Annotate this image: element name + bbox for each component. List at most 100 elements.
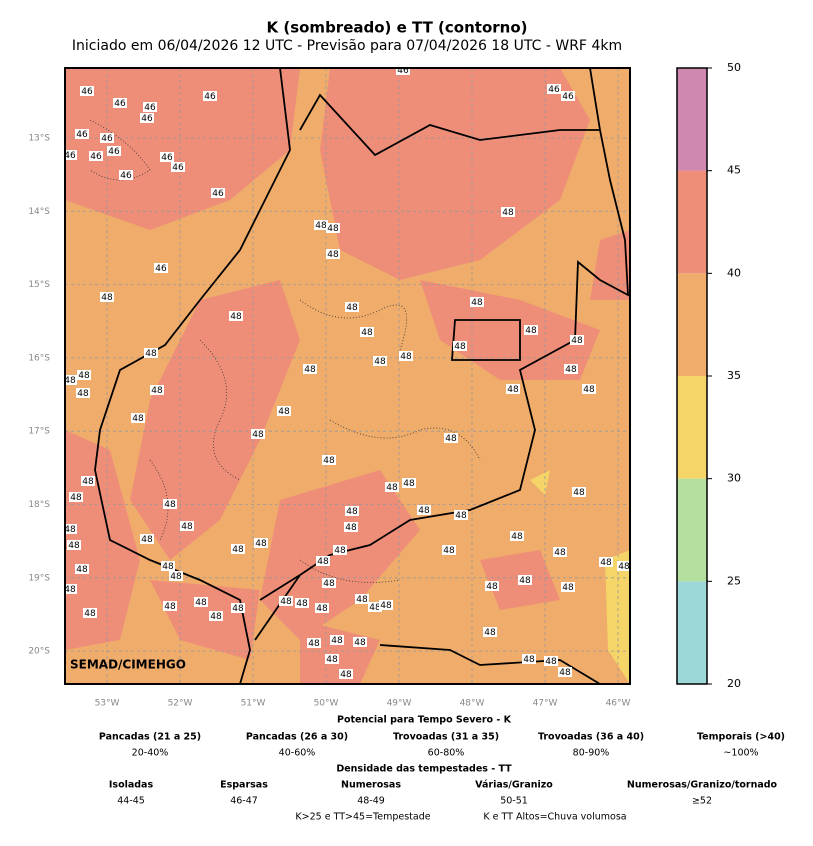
contour-label: 48	[278, 407, 290, 417]
contour-label-bg	[231, 603, 245, 613]
contour-label-bg	[561, 582, 575, 592]
contour-label-bg	[279, 596, 293, 606]
contour-label: 48	[232, 604, 244, 614]
contour-label: 46	[212, 189, 224, 199]
contour-label-bg	[203, 91, 217, 101]
contour-label-bg	[140, 534, 154, 544]
contour-label: 48	[316, 604, 328, 614]
lat-label: 16°S	[28, 353, 50, 363]
contour-label-bg	[454, 510, 468, 520]
contour-label-bg	[65, 584, 77, 594]
title: K (sombreado) e TT (contorno)	[267, 19, 528, 37]
contour-label-bg	[582, 384, 596, 394]
contour-label-bg	[368, 602, 382, 612]
legend-item: Numerosas/Granizo/tornado	[627, 780, 778, 791]
colorbar-label: 30	[727, 472, 741, 485]
colorbar-bin	[677, 273, 707, 376]
contour-label: 48	[280, 597, 292, 607]
contour-label: 48	[162, 562, 174, 572]
lat-label: 17°S	[28, 427, 50, 437]
contour-label-bg	[483, 627, 497, 637]
lon-label: 50°W	[314, 699, 339, 709]
contour-label: 48	[77, 389, 89, 399]
contour-label: 48	[445, 434, 457, 444]
contour-label-bg	[544, 656, 558, 666]
contour-label: 46	[562, 92, 574, 102]
lat-label: 19°S	[28, 573, 50, 583]
contour-label: 48	[317, 557, 329, 567]
contour-label-bg	[379, 600, 393, 610]
contour-label-bg	[160, 152, 174, 162]
colorbar-label: 50	[727, 61, 741, 74]
lon-label: 46°W	[606, 699, 631, 709]
contour-label: 48	[403, 479, 415, 489]
contour-label: 48	[346, 303, 358, 313]
contour-label: 46	[548, 85, 560, 95]
contour-label: 48	[374, 357, 386, 367]
contour-label-bg	[231, 544, 245, 554]
contour-label-bg	[69, 492, 83, 502]
contour-label: 48	[356, 595, 368, 605]
contour-label-bg	[558, 667, 572, 677]
contour-label-bg	[315, 603, 329, 613]
contour-label: 48	[573, 488, 585, 498]
contour-label-bg	[547, 84, 561, 94]
legend-title: Densidade das tempestades - TT	[336, 764, 512, 775]
contour-label: 48	[141, 535, 153, 545]
contour-label: 48	[76, 565, 88, 575]
contour-label-bg	[277, 406, 291, 416]
contour-label: 48	[232, 545, 244, 555]
contour-label-bg	[75, 129, 89, 139]
legend-range: 20-40%	[132, 748, 169, 759]
contour-label-bg	[163, 499, 177, 509]
legend-item: Esparsas	[220, 780, 268, 791]
contour-label: 48	[195, 598, 207, 608]
contour-label-bg	[322, 578, 336, 588]
contour-label: 48	[315, 221, 327, 231]
lon-label: 51°W	[241, 699, 266, 709]
colorbar-bin	[677, 376, 707, 479]
contour-label-bg	[572, 487, 586, 497]
contour-label: 48	[64, 585, 76, 595]
contour-label-bg	[518, 575, 532, 585]
contour-label-bg	[355, 594, 369, 604]
contour-label: 48	[331, 636, 343, 646]
contour-label: 48	[418, 506, 430, 516]
contour-label-bg	[360, 327, 374, 337]
contour-label-bg	[169, 571, 183, 581]
legend-item: Várias/Granizo	[475, 780, 553, 791]
colorbar-label: 45	[727, 164, 741, 177]
contour-label-bg	[522, 654, 536, 664]
contour-label: 46	[155, 264, 167, 274]
contour-label-bg	[194, 597, 208, 607]
contour-label-bg	[553, 547, 567, 557]
contour-label: 48	[345, 523, 357, 533]
contour-label-bg	[67, 540, 81, 550]
contour-label-bg	[325, 654, 339, 664]
contour-label-bg	[150, 385, 164, 395]
colorbar-bin	[677, 581, 707, 684]
contour-label-bg	[314, 220, 328, 230]
contour-label-bg	[65, 375, 77, 385]
contour-label-bg	[326, 249, 340, 259]
contour-label-bg	[180, 521, 194, 531]
contour-label: 48	[164, 602, 176, 612]
contour-label: 48	[181, 522, 193, 532]
contour-label: 48	[64, 376, 76, 386]
contour-label-bg	[510, 531, 524, 541]
contour-label: 48	[230, 312, 242, 322]
contour-label-bg	[402, 478, 416, 488]
contour-label: 48	[519, 576, 531, 586]
contour-label-bg	[211, 188, 225, 198]
contour-label-bg	[144, 348, 158, 358]
contour-label-bg	[303, 364, 317, 374]
legend-range: 60-80%	[428, 748, 465, 759]
contour-label: 48	[455, 511, 467, 521]
contour-label: 48	[132, 414, 144, 424]
contour-label: 48	[327, 250, 339, 260]
contour-label-bg	[470, 297, 484, 307]
contour-label-bg	[83, 608, 97, 618]
contour-label: 46	[141, 114, 153, 124]
contour-label: 48	[323, 579, 335, 589]
